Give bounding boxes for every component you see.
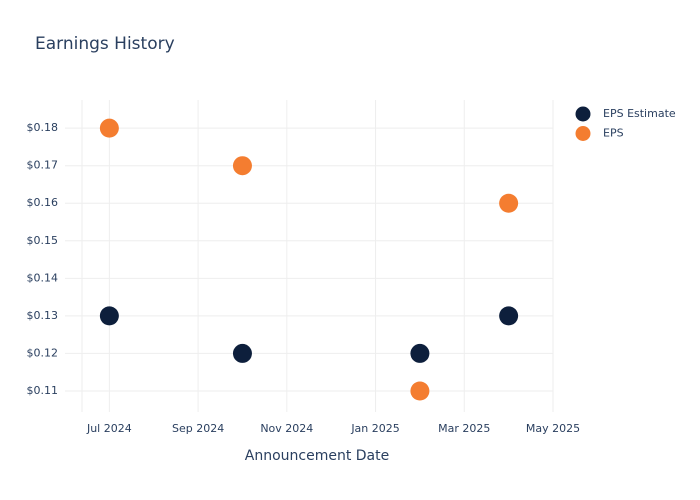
y-tick-label: $0.16 [27,196,59,209]
x-tick-label: Nov 2024 [260,422,313,435]
y-tick-label: $0.11 [27,384,59,397]
point [99,306,119,326]
legend-label: EPS Estimate [603,107,676,120]
legend-marker [575,106,591,122]
x-tick-label: Mar 2025 [438,422,490,435]
y-tick-label: $0.17 [27,159,59,172]
x-tick-label: Jul 2024 [86,422,132,435]
x-tick-label: Sep 2024 [172,422,224,435]
chart-title: Earnings History [35,34,175,54]
point [410,343,430,363]
x-tick-label: May 2025 [526,422,580,435]
y-tick-label: $0.15 [27,234,59,247]
point [232,156,252,176]
point [232,343,252,363]
point [99,118,119,138]
y-tick-label: $0.18 [27,121,59,134]
legend-marker [575,126,591,141]
y-tick-label: $0.12 [27,346,59,359]
x-axis-title: Announcement Date [245,448,389,464]
point [499,306,519,326]
point [499,193,519,213]
x-tick-label: Jan 2025 [350,422,399,435]
legend-label: EPS [603,127,624,140]
point [410,381,430,401]
y-tick-label: $0.13 [27,309,59,322]
y-tick-label: $0.14 [27,271,59,284]
